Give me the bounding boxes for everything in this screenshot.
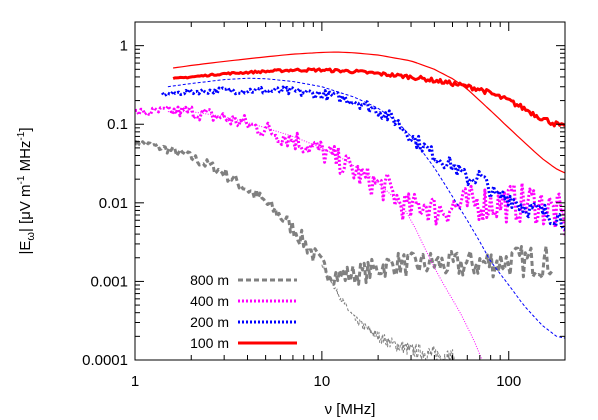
x-tick-label-0: 1 xyxy=(131,373,139,390)
series-curve-0 xyxy=(135,137,553,286)
x-axis-label: ν [MHz] xyxy=(325,401,376,418)
legend-label-0: 800 m xyxy=(190,272,229,288)
y-tick-label-0: 0.0001 xyxy=(82,352,128,369)
series-curve-2 xyxy=(135,104,565,236)
legend-label-3: 100 m xyxy=(190,335,229,351)
series-curve-4 xyxy=(161,85,565,231)
series-curve-3 xyxy=(167,111,483,360)
plot-frame xyxy=(134,21,566,361)
series-curve-1 xyxy=(321,264,455,360)
axis-ticks xyxy=(134,21,566,361)
series-curve-7 xyxy=(173,51,565,174)
series-curve-5 xyxy=(167,77,565,339)
legend-label-2: 200 m xyxy=(190,314,229,330)
y-tick-label-1: 0.001 xyxy=(90,273,128,290)
x-tick-label-2: 100 xyxy=(496,373,521,390)
legend: 800 m 400 m 200 m 100 m xyxy=(190,272,297,351)
y-axis-label: |Eω| [μV m-1 MHz-1] xyxy=(16,127,37,254)
y-tick-label-4: 1 xyxy=(120,38,128,55)
axis-tick-labels: 1 10 100 0.0001 0.001 0.01 0.1 1 xyxy=(82,38,521,390)
x-tick-label-1: 10 xyxy=(314,373,331,390)
y-tick-label-3: 0.1 xyxy=(107,116,128,133)
data-curves xyxy=(135,51,565,360)
legend-label-1: 400 m xyxy=(190,293,229,309)
y-tick-label-2: 0.01 xyxy=(99,195,128,212)
series-curve-6 xyxy=(172,67,565,128)
